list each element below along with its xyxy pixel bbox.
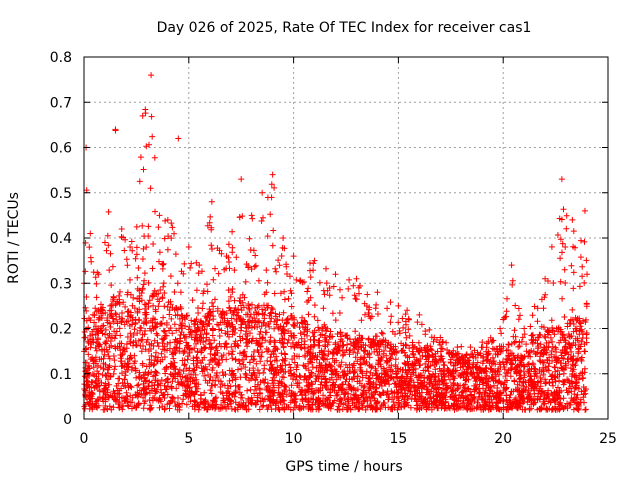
roti-peak-point (374, 289, 381, 296)
roti-peak-point (269, 171, 276, 178)
chart-title: Day 026 of 2025, Rate Of TEC Index for r… (157, 20, 532, 36)
roti-peak-point (185, 244, 192, 251)
roti-peak-point (101, 239, 108, 246)
roti-peak-point (238, 176, 245, 183)
roti-peak-point (259, 189, 266, 196)
y-tick-label: 0 (63, 412, 72, 428)
x-tick-label: 15 (389, 431, 407, 447)
roti-peak-point (290, 253, 297, 260)
roti-peak-point (437, 334, 444, 341)
y-tick-label: 0.1 (50, 367, 72, 383)
roti-peak-point (223, 253, 230, 260)
roti-peak-point (196, 262, 203, 269)
data-points (81, 72, 591, 413)
roti-peak-point (479, 339, 486, 346)
roti-peak-point (332, 271, 339, 278)
tick-labels: 0 5 10 15 20 25 0 0.1 0.2 0.3 0.4 0.5 0.6 0.7 0.8 (50, 50, 617, 447)
roti-point-markers (81, 106, 590, 413)
y-tick-label: 0.5 (50, 186, 72, 202)
y-tick-label: 0.2 (50, 322, 72, 338)
roti-peak-point (416, 311, 423, 318)
roti-peak-point (280, 235, 287, 241)
x-axis-label: GPS time / hours (285, 459, 402, 475)
x-tick-label: 5 (184, 431, 193, 447)
roti-peak-point (127, 244, 134, 251)
roti-peak-point (175, 135, 182, 142)
roti-peak-point (458, 343, 465, 350)
y-tick-label: 0.8 (50, 50, 72, 66)
roti-peak-point (156, 212, 163, 219)
roti-peak-point (521, 325, 528, 332)
x-tick-label: 10 (285, 431, 303, 447)
roti-peak-point (248, 212, 255, 219)
y-tick-label: 0.7 (50, 95, 72, 111)
roti-peak-point (118, 225, 125, 232)
y-tick-label: 0.3 (50, 276, 72, 292)
roti-peak-point (558, 176, 565, 183)
axis-ticks (83, 56, 609, 420)
y-tick-label: 0.4 (50, 231, 72, 247)
y-tick-label: 0.6 (50, 141, 72, 157)
roti-peak-point (542, 275, 549, 282)
x-tick-label: 0 (80, 431, 89, 447)
roti-peak-point (87, 230, 94, 237)
y-axis-label: ROTI / TECUs (6, 192, 22, 284)
roti-peak-point (584, 271, 591, 278)
roti-peak-point (581, 207, 588, 214)
x-tick-label: 20 (494, 431, 512, 447)
roti-peak-point (500, 316, 507, 323)
roti-peak-point (164, 216, 171, 223)
x-tick-label: 25 (599, 431, 617, 447)
roti-peak-point (95, 271, 102, 278)
roti-peak-point (569, 216, 576, 223)
roti-peak-point (311, 257, 318, 264)
roti-peak-point (139, 112, 146, 119)
roti-peak-point (208, 198, 215, 205)
roti-peak-point (112, 126, 119, 133)
roti-peak-point (148, 72, 155, 79)
roti-peak-point (395, 302, 402, 309)
roti-peak-point (508, 262, 515, 269)
roti-peak-point (353, 275, 360, 282)
